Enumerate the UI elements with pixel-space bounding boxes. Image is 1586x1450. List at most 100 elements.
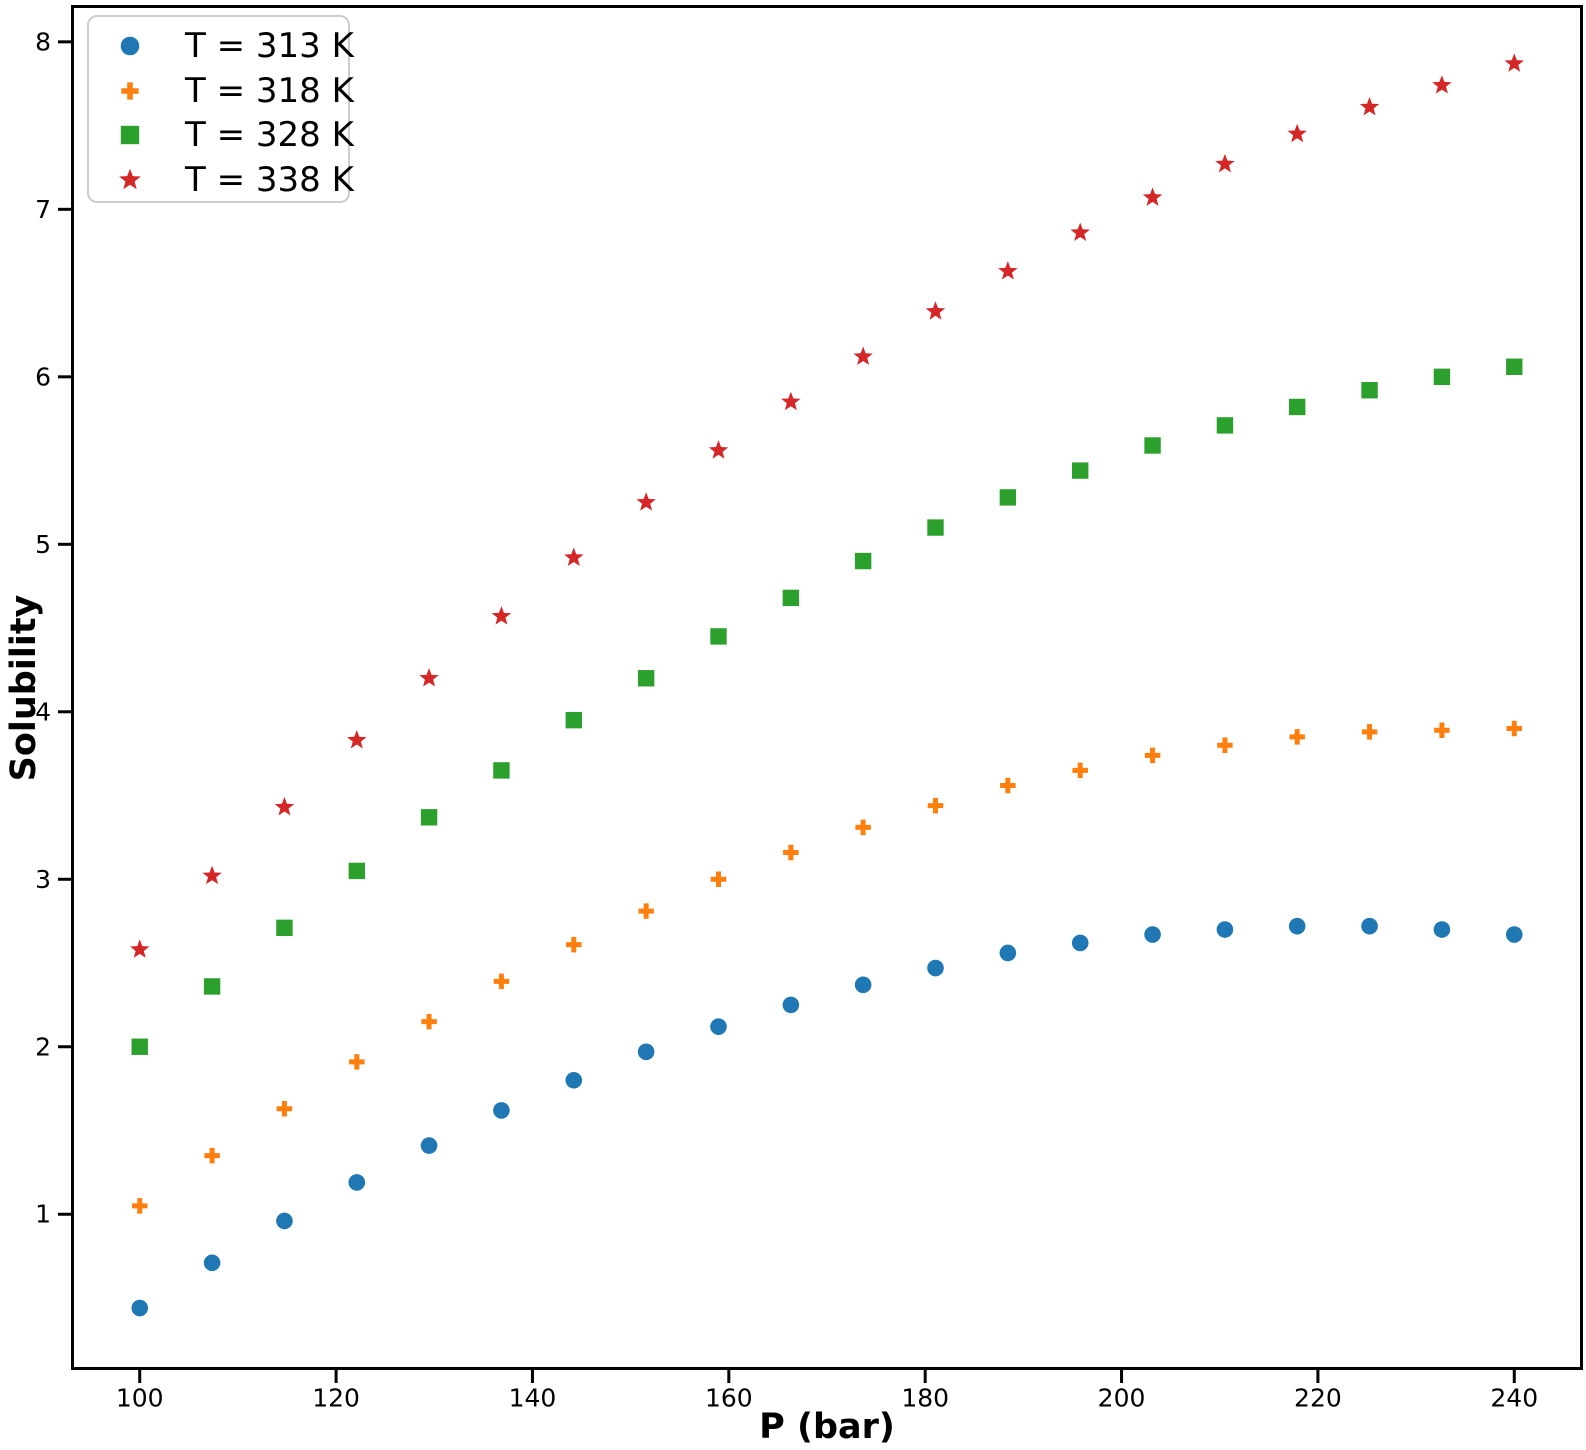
data-point-square (1216, 417, 1234, 434)
data-point-circle (782, 996, 800, 1014)
data-point-circle (348, 1174, 366, 1191)
data-point-star (491, 606, 512, 625)
x-tick-label: 180 (901, 1384, 949, 1413)
data-point-circle (565, 1071, 583, 1089)
data-point-circle (131, 1299, 149, 1317)
data-point-star (636, 492, 656, 511)
data-point-plus (1434, 722, 1450, 738)
circle-glyph (120, 36, 140, 56)
data-point-circle (203, 1254, 221, 1272)
data-point-star (1432, 75, 1452, 94)
data-point-circle (420, 1137, 438, 1154)
legend-item-338k: T = 338 K (111, 158, 354, 203)
data-point-star (781, 391, 801, 411)
data-point-circle (1071, 934, 1089, 952)
data-point-plus (927, 797, 944, 814)
data-point-plus (1000, 777, 1016, 794)
y-tick-label: 8 (35, 27, 51, 56)
legend-item-313k: T = 313 K (111, 24, 354, 69)
data-point-square (854, 552, 872, 570)
data-point-plus (1361, 724, 1378, 740)
legend-label: T = 328 K (185, 115, 354, 156)
x-tick-label: 160 (705, 1384, 753, 1413)
data-point-circle (1433, 921, 1451, 938)
square-glyph (120, 126, 140, 145)
data-point-circle (1216, 921, 1234, 938)
data-point-star (1215, 153, 1235, 173)
data-point-circle (1288, 917, 1306, 935)
data-point-plus (638, 903, 654, 919)
legend-label: T = 313 K (185, 26, 354, 67)
x-tick-label: 220 (1294, 1384, 1342, 1413)
y-tick-label: 1 (35, 1200, 51, 1229)
square-marker-icon (120, 126, 140, 145)
x-tick-label: 240 (1490, 1384, 1538, 1413)
data-point-circle (276, 1212, 293, 1230)
data-point-star (1142, 187, 1163, 206)
data-point-plus (276, 1100, 293, 1117)
data-point-square (565, 711, 582, 729)
y-tick-label: 3 (35, 865, 51, 894)
y-tick-label: 4 (35, 697, 51, 726)
x-tick-label: 140 (509, 1384, 557, 1413)
data-point-circle (637, 1043, 655, 1061)
data-point-plus (710, 871, 727, 888)
data-point-square (927, 519, 944, 536)
data-point-star (130, 939, 150, 958)
star-marker-icon (119, 168, 141, 189)
data-point-plus (855, 819, 871, 836)
data-point-square (1433, 368, 1451, 386)
data-point-plus (1144, 747, 1161, 764)
y-tick-label: 7 (35, 195, 51, 224)
data-point-star (202, 865, 222, 885)
y-axis-title: Solubility (4, 594, 44, 782)
data-point-circle (854, 976, 872, 994)
data-point-star (1070, 222, 1090, 242)
data-point-square (1288, 398, 1306, 416)
data-point-circle (927, 959, 944, 977)
data-point-circle (1361, 917, 1378, 935)
legend-item-318k: T = 318 K (111, 69, 354, 114)
legend: T = 313 K T = 318 K T = 328 K T = 338 K (87, 15, 354, 203)
data-point-circle (999, 944, 1017, 962)
data-point-plus (204, 1147, 220, 1164)
data-point-square (637, 670, 655, 687)
data-point-square (782, 589, 800, 607)
data-point-star (853, 346, 873, 365)
data-point-star (1359, 96, 1380, 116)
data-point-square (999, 489, 1017, 506)
legend-item-328k: T = 328 K (111, 113, 354, 158)
legend-label: T = 338 K (185, 159, 354, 200)
y-tick-label: 5 (35, 530, 51, 559)
y-tick-label: 6 (35, 362, 51, 391)
data-point-square (493, 762, 510, 779)
data-point-plus (1072, 762, 1088, 779)
data-point-plus (783, 844, 799, 861)
y-tick-label: 2 (35, 1032, 51, 1061)
plot-border (71, 5, 1583, 1370)
data-point-plus (349, 1054, 365, 1070)
data-point-star (998, 261, 1018, 280)
data-point-star (1504, 53, 1524, 72)
star-glyph (119, 168, 141, 189)
x-tick-label: 200 (1098, 1384, 1146, 1413)
x-tick-label: 100 (116, 1384, 164, 1413)
plus-marker-icon (121, 82, 139, 100)
data-point-square (420, 809, 438, 826)
data-point-star (419, 668, 439, 687)
data-point-plus (566, 936, 582, 953)
data-point-circle (710, 1018, 727, 1035)
data-point-star (564, 547, 584, 566)
data-point-square (1506, 358, 1523, 375)
data-point-square (276, 919, 293, 937)
data-point-square (1361, 382, 1378, 399)
data-point-star (274, 797, 295, 816)
data-point-square (348, 862, 366, 880)
data-point-square (1072, 462, 1089, 479)
data-point-circle (1144, 926, 1161, 943)
data-point-star (708, 440, 729, 459)
circle-marker-icon (120, 36, 140, 56)
data-point-plus (493, 973, 510, 990)
